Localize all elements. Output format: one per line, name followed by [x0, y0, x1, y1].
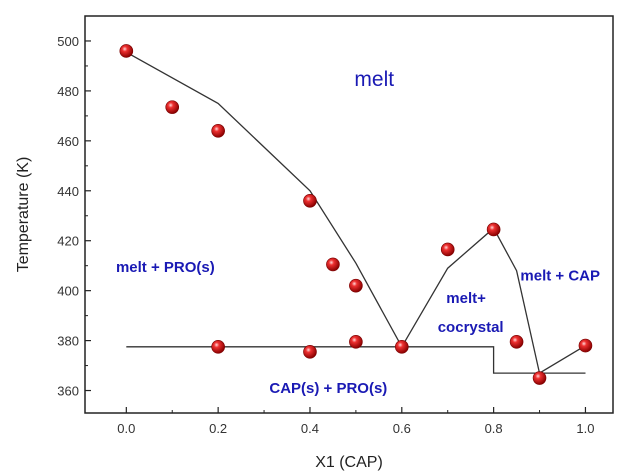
y-tick-label: 460: [57, 134, 79, 149]
y-tick-label: 380: [57, 334, 79, 349]
data-point: [394, 340, 409, 354]
data-point: [486, 222, 501, 237]
y-tick-label: 420: [57, 234, 79, 249]
data-point: [211, 124, 225, 138]
region-label: melt + PRO(s): [116, 259, 215, 276]
data-point: [303, 345, 317, 359]
data-point: [119, 44, 134, 58]
data-point: [349, 278, 363, 293]
region-label: cocrystal: [438, 319, 504, 336]
y-tick-label: 360: [57, 384, 79, 399]
data-point: [326, 257, 340, 272]
data-point: [578, 338, 593, 353]
y-axis-title: Temperature (K): [15, 157, 32, 273]
boundary-line: [126, 346, 586, 374]
region-labels: melt melt + PRO(s) melt + CAP melt+ cocrysta…: [116, 68, 600, 397]
axes: 0.0 0.2 0.4 0.6 0.8 1.0 360 380 400 420 440 460 480 5…: [57, 15, 594, 436]
data-point: [165, 100, 180, 114]
data-points: [119, 44, 593, 385]
plot-frame: [84, 15, 614, 414]
boundary-lines: [125, 51, 586, 375]
x-tick-label: 0.0: [117, 421, 135, 436]
y-tick-label: 500: [57, 34, 79, 49]
data-point: [532, 371, 547, 385]
region-label: CAP(s) + PRO(s): [269, 380, 387, 397]
x-tick-label: 0.8: [485, 421, 503, 436]
data-point: [303, 193, 317, 208]
region-label: melt + CAP: [520, 268, 600, 285]
x-tick-label: 0.6: [393, 421, 411, 436]
x-tick-label: 0.2: [209, 421, 227, 436]
data-point: [349, 335, 363, 349]
region-label: melt: [354, 68, 394, 91]
data-point: [211, 340, 225, 354]
data-point: [509, 335, 524, 349]
boundary-line: [125, 51, 586, 375]
x-axis-title: X1 (CAP): [315, 454, 383, 471]
region-label: melt+: [446, 290, 486, 307]
x-tick-label: 1.0: [576, 421, 594, 436]
x-tick-label: 0.4: [301, 421, 319, 436]
data-point: [440, 242, 455, 257]
y-tick-label: 400: [57, 284, 79, 299]
y-tick-label: 480: [57, 84, 79, 99]
y-tick-label: 440: [57, 184, 79, 199]
